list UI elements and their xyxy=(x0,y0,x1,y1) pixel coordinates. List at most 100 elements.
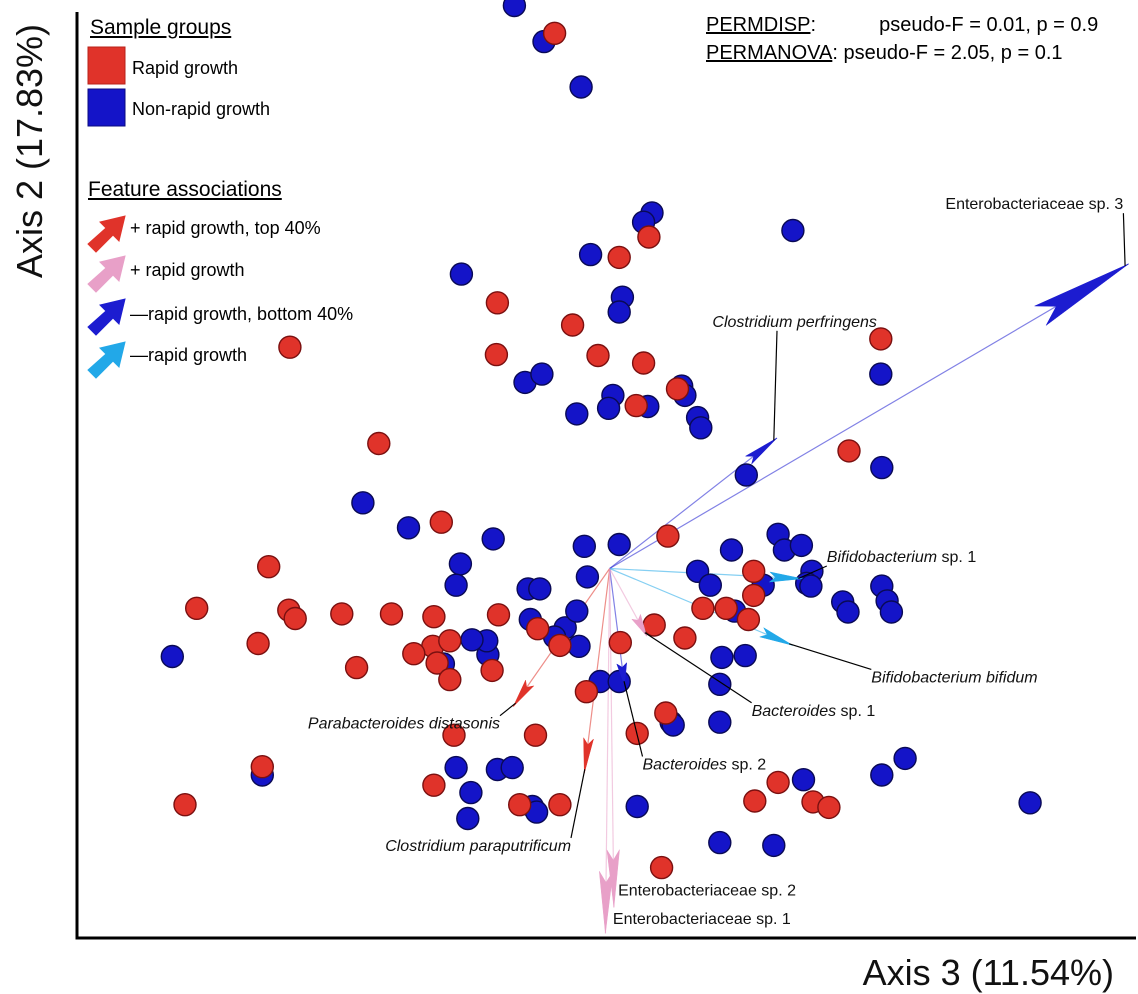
legend-group-label-rapid: Rapid growth xyxy=(132,58,239,78)
point-rapid-growth-6 xyxy=(278,335,302,359)
point-rapid-growth-7 xyxy=(484,342,509,367)
point-non-rapid-growth-52 xyxy=(710,645,734,670)
arrow-label-enterobacteriaceae-sp-3: Enterobacteriaceae sp. 3 xyxy=(945,196,1123,213)
arrow-line-enterobacteriaceae-sp-1 xyxy=(604,568,611,934)
point-non-rapid-growth-69 xyxy=(456,806,480,831)
point-rapid-growth-51 xyxy=(649,855,674,880)
y-axis-title: Axis 2 (17.83%) xyxy=(9,23,50,279)
point-rapid-growth-20 xyxy=(379,602,404,626)
point-non-rapid-growth-38 xyxy=(799,574,823,598)
arrow-label-species: sp. 1 xyxy=(937,549,976,566)
point-non-rapid-growth-2 xyxy=(569,75,593,99)
point-rapid-growth-2 xyxy=(607,245,631,270)
point-rapid-growth-30 xyxy=(526,617,550,641)
point-rapid-growth-27 xyxy=(438,629,462,653)
point-rapid-growth-14 xyxy=(656,524,680,548)
stat-permdisp-f: pseudo-F = 0.01, xyxy=(879,14,1031,36)
arrow-label-genus: Bacteroides xyxy=(752,703,837,720)
point-non-rapid-growth-64 xyxy=(708,710,732,734)
arrow-label-clostridium-paraputrificum: Clostridium paraputrificum xyxy=(385,838,571,855)
point-rapid-growth-0 xyxy=(542,21,567,45)
point-non-rapid-growth-40 xyxy=(836,600,860,624)
legend-arrow-icon-4 xyxy=(87,341,126,379)
point-rapid-growth-53 xyxy=(766,770,790,795)
point-rapid-growth-44 xyxy=(250,755,274,779)
point-non-rapid-growth-25 xyxy=(481,527,505,551)
point-rapid-growth-26 xyxy=(402,642,426,666)
point-non-rapid-growth-6 xyxy=(781,218,805,243)
point-non-rapid-growth-58 xyxy=(460,628,484,652)
point-non-rapid-growth-11 xyxy=(530,362,554,386)
point-non-rapid-growth-5 xyxy=(578,242,603,267)
arrow-label-genus: Bifidobacterium xyxy=(827,549,937,566)
point-rapid-growth-11 xyxy=(367,431,391,456)
point-non-rapid-growth-77 xyxy=(870,763,894,787)
point-non-rapid-growth-31 xyxy=(719,538,744,562)
point-rapid-growth-39 xyxy=(742,559,766,583)
point-rapid-growth-43 xyxy=(442,723,466,747)
leader-clostridium-paraputrificum xyxy=(570,769,586,839)
arrow-label-clostridium-perfringens: Clostridium perfringens xyxy=(712,314,877,331)
stat-permanova: PERMANOVA: pseudo-F = 2.05, p = 0.1 xyxy=(706,42,1063,64)
point-rapid-growth-37 xyxy=(736,607,761,632)
point-non-rapid-growth-19 xyxy=(689,416,713,440)
point-non-rapid-growth-34 xyxy=(789,533,814,558)
point-rapid-growth-46 xyxy=(422,773,446,797)
point-rapid-growth-28 xyxy=(425,651,449,675)
point-non-rapid-growth-21 xyxy=(870,455,894,480)
point-non-rapid-growth-60 xyxy=(607,669,631,694)
arrow-label-genus: Bacteroides xyxy=(643,757,728,774)
leader-bifidobacterium-bifidum xyxy=(789,643,872,670)
point-rapid-growth-9 xyxy=(665,377,690,401)
stat-permanova-name: PERMANOVA xyxy=(706,42,833,64)
legend-groups-title: Sample groups xyxy=(90,16,232,39)
point-rapid-growth-8 xyxy=(631,351,656,375)
point-rapid-growth-32 xyxy=(608,630,632,655)
point-rapid-growth-33 xyxy=(642,613,666,637)
leader-bacteroides-sp-1 xyxy=(644,632,752,704)
arrow-head-clostridium-perfringens xyxy=(744,437,778,465)
point-non-rapid-growth-79 xyxy=(1018,791,1042,815)
arrow-head-bacteroides-sp-1 xyxy=(631,613,647,637)
axes xyxy=(75,12,1136,940)
point-rapid-growth-4 xyxy=(560,313,585,337)
point-non-rapid-growth-26 xyxy=(572,534,596,558)
arrow-head-parabacteroides-distasonis xyxy=(513,679,535,707)
arrow-label-bacteroides-sp-2: Bacteroides sp. 2 xyxy=(643,757,767,774)
point-non-rapid-growth-23 xyxy=(351,491,375,515)
point-rapid-growth-16 xyxy=(184,596,209,620)
point-rapid-growth-40 xyxy=(438,667,462,692)
stat-permanova-f: pseudo-F = 2.05, xyxy=(843,42,996,64)
legend-swatches xyxy=(87,46,126,379)
point-rapid-growth-1 xyxy=(637,225,661,249)
stat-permdisp: PERMDISP: pseudo-F = 0.01, p = 0.9 xyxy=(706,14,1099,36)
arrow-label-bacteroides-sp-1: Bacteroides sp. 1 xyxy=(752,703,876,720)
arrow-head-clostridium-paraputrificum xyxy=(583,736,594,774)
arrow-line-clostridium-perfringens xyxy=(609,437,778,569)
point-rapid-growth-38 xyxy=(742,583,766,608)
point-non-rapid-growth-80 xyxy=(698,573,722,597)
legend-swatch-rapid xyxy=(87,46,126,85)
arrow-label-parabacteroides-distasonis: Parabacteroides distasonis xyxy=(308,716,500,733)
point-non-rapid-growth-27 xyxy=(607,532,631,557)
point-non-rapid-growth-0 xyxy=(502,0,527,18)
point-rapid-growth-10 xyxy=(624,393,648,418)
leader-enterobacteriaceae-sp-3 xyxy=(1122,213,1126,266)
feature-arrow-heads xyxy=(513,263,1129,934)
point-rapid-growth-23 xyxy=(246,631,270,656)
point-rapid-growth-48 xyxy=(548,793,572,817)
point-non-rapid-growth-49 xyxy=(565,599,589,623)
point-non-rapid-growth-7 xyxy=(449,262,474,286)
stat-permdisp-name: PERMDISP xyxy=(706,14,811,36)
point-rapid-growth-15 xyxy=(257,555,281,579)
stat-permdisp-p: p = 0.9 xyxy=(1036,14,1099,36)
point-non-rapid-growth-72 xyxy=(625,794,649,819)
point-non-rapid-growth-20 xyxy=(869,362,893,386)
point-non-rapid-growth-76 xyxy=(791,768,816,792)
arrow-head-enterobacteriaceae-sp-2 xyxy=(606,849,620,908)
point-rapid-growth-35 xyxy=(691,596,715,620)
leader-bacteroides-sp-2 xyxy=(623,681,644,757)
point-non-rapid-growth-74 xyxy=(762,833,786,858)
point-non-rapid-growth-29 xyxy=(575,565,600,589)
point-rapid-growth-45 xyxy=(173,793,197,817)
